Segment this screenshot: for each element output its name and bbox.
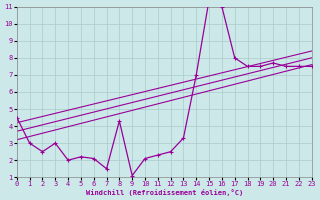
X-axis label: Windchill (Refroidissement éolien,°C): Windchill (Refroidissement éolien,°C): [85, 189, 243, 196]
